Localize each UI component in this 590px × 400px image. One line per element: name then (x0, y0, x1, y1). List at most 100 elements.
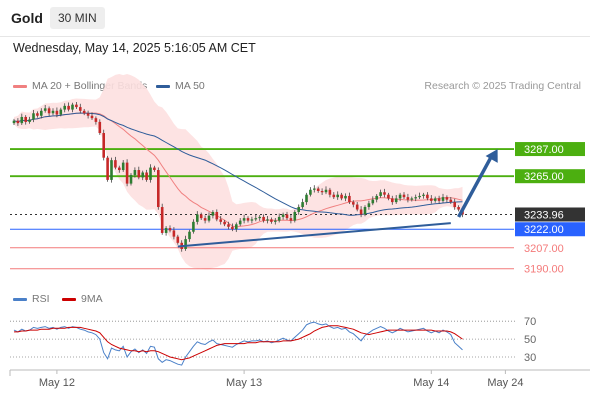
candle-body-24 (106, 157, 109, 180)
x-tick-label-0: May 12 (39, 377, 75, 389)
candle-body-73 (297, 207, 300, 212)
candle-body-20 (90, 115, 94, 119)
candle-body-46 (192, 221, 195, 232)
candle-body-63 (258, 216, 261, 219)
candle-body-90 (363, 207, 367, 215)
candle-body-33 (141, 172, 144, 178)
candle-body-66 (270, 219, 273, 222)
candle-body-98 (394, 198, 398, 203)
candle-body-91 (367, 203, 371, 208)
candle-body-32 (137, 170, 141, 178)
candles-layer (12, 102, 464, 252)
level-label-bg-3 (515, 222, 585, 237)
candle-body-89 (359, 209, 363, 215)
candle-body-41 (172, 230, 176, 237)
instrument-title: Gold (11, 10, 43, 26)
candle-body-71 (289, 218, 293, 221)
candle-body-9 (47, 108, 51, 114)
candle-body-94 (379, 192, 382, 196)
level-label-bg-2 (515, 207, 585, 222)
candle-body-21 (94, 118, 98, 122)
candle-body-69 (281, 214, 285, 217)
level-label-bg-1 (515, 169, 585, 184)
candle-body-79 (320, 191, 324, 193)
candle-body-42 (176, 236, 180, 243)
rsi-tick-1: 50 (524, 334, 536, 346)
legend-rsi: RSI (13, 293, 50, 305)
x-tick-label-3: May 24 (487, 377, 523, 389)
candle-body-80 (324, 189, 328, 193)
candle-body-54 (223, 221, 226, 225)
level-label-0: 3287.00 (524, 144, 564, 156)
trendline-layer (177, 149, 498, 248)
level-labels-layer: 3287.00 3265.00 3233.96 3222.00 3207.00 3190.… (515, 142, 585, 276)
candle-body-27 (118, 167, 121, 171)
rsi-panel: 70 50 30 (10, 316, 536, 366)
candle-body-109 (437, 198, 441, 201)
candle-body-18 (82, 110, 86, 114)
candle-body-101 (406, 197, 410, 200)
candle-body-17 (79, 107, 82, 111)
forecast-arrow-shaft (457, 155, 494, 218)
level-label-2: 3233.96 (524, 209, 564, 221)
candle-body-65 (266, 219, 269, 221)
timeframe-button[interactable]: 30 MIN (50, 7, 105, 29)
candle-body-52 (215, 211, 219, 220)
rsi-ma-line (14, 325, 463, 361)
level-label-bg-0 (515, 142, 585, 157)
candle-body-81 (328, 189, 332, 195)
candle-body-34 (145, 172, 148, 180)
level-label-4: 3207.00 (524, 243, 564, 255)
candle-body-61 (250, 219, 254, 221)
level-label-1: 3265.00 (524, 171, 564, 183)
candle-body-12 (59, 109, 63, 115)
forecast-arrow-head (485, 149, 498, 163)
candle-body-72 (293, 211, 297, 221)
candle-body-106 (426, 194, 429, 199)
candle-body-92 (371, 199, 375, 204)
candle-body-97 (391, 198, 394, 203)
x-axis: May 12 May 13 May 14 May 24 (9, 369, 590, 389)
legend-ma50: MA 50 (156, 80, 205, 92)
candle-body-25 (110, 160, 113, 180)
level-label-3: 3222.00 (524, 224, 564, 236)
candle-body-58 (238, 220, 242, 225)
credit-text: Research © 2025 Trading Central (424, 80, 581, 92)
candle-body-3 (24, 116, 27, 122)
candle-body-114 (457, 207, 460, 210)
candle-body-95 (383, 192, 386, 195)
candle-body-19 (86, 113, 90, 116)
candle-body-112 (449, 199, 453, 203)
candle-body-103 (414, 197, 417, 199)
candle-body-11 (55, 110, 59, 115)
candle-body-31 (133, 170, 137, 175)
candle-body-4 (28, 119, 31, 122)
candle-body-67 (274, 220, 277, 222)
level-lines-layer (10, 148, 514, 270)
candle-body-45 (188, 231, 191, 240)
candle-body-2 (20, 116, 24, 124)
candle-body-70 (285, 214, 289, 219)
rsi-ma-swatch (62, 297, 76, 301)
candle-body-51 (211, 211, 215, 216)
candle-body-37 (157, 170, 160, 208)
candle-body-104 (418, 195, 421, 198)
candle-body-88 (355, 204, 359, 210)
candle-body-87 (352, 202, 355, 205)
candle-body-76 (309, 189, 312, 195)
candle-body-23 (102, 133, 105, 158)
candle-body-16 (75, 104, 78, 108)
bollinger-band (14, 74, 463, 270)
candle-body-62 (254, 218, 258, 220)
candle-body-96 (387, 194, 390, 199)
ma20-swatch (13, 84, 27, 88)
candle-body-26 (114, 160, 117, 168)
bollinger-band-layer (14, 74, 463, 270)
candle-body-13 (63, 105, 66, 110)
x-tick-label-1: May 13 (226, 377, 262, 389)
candle-body-44 (184, 239, 187, 249)
candle-body-7 (40, 110, 43, 116)
candle-body-30 (129, 174, 133, 184)
candle-body-113 (453, 202, 456, 208)
